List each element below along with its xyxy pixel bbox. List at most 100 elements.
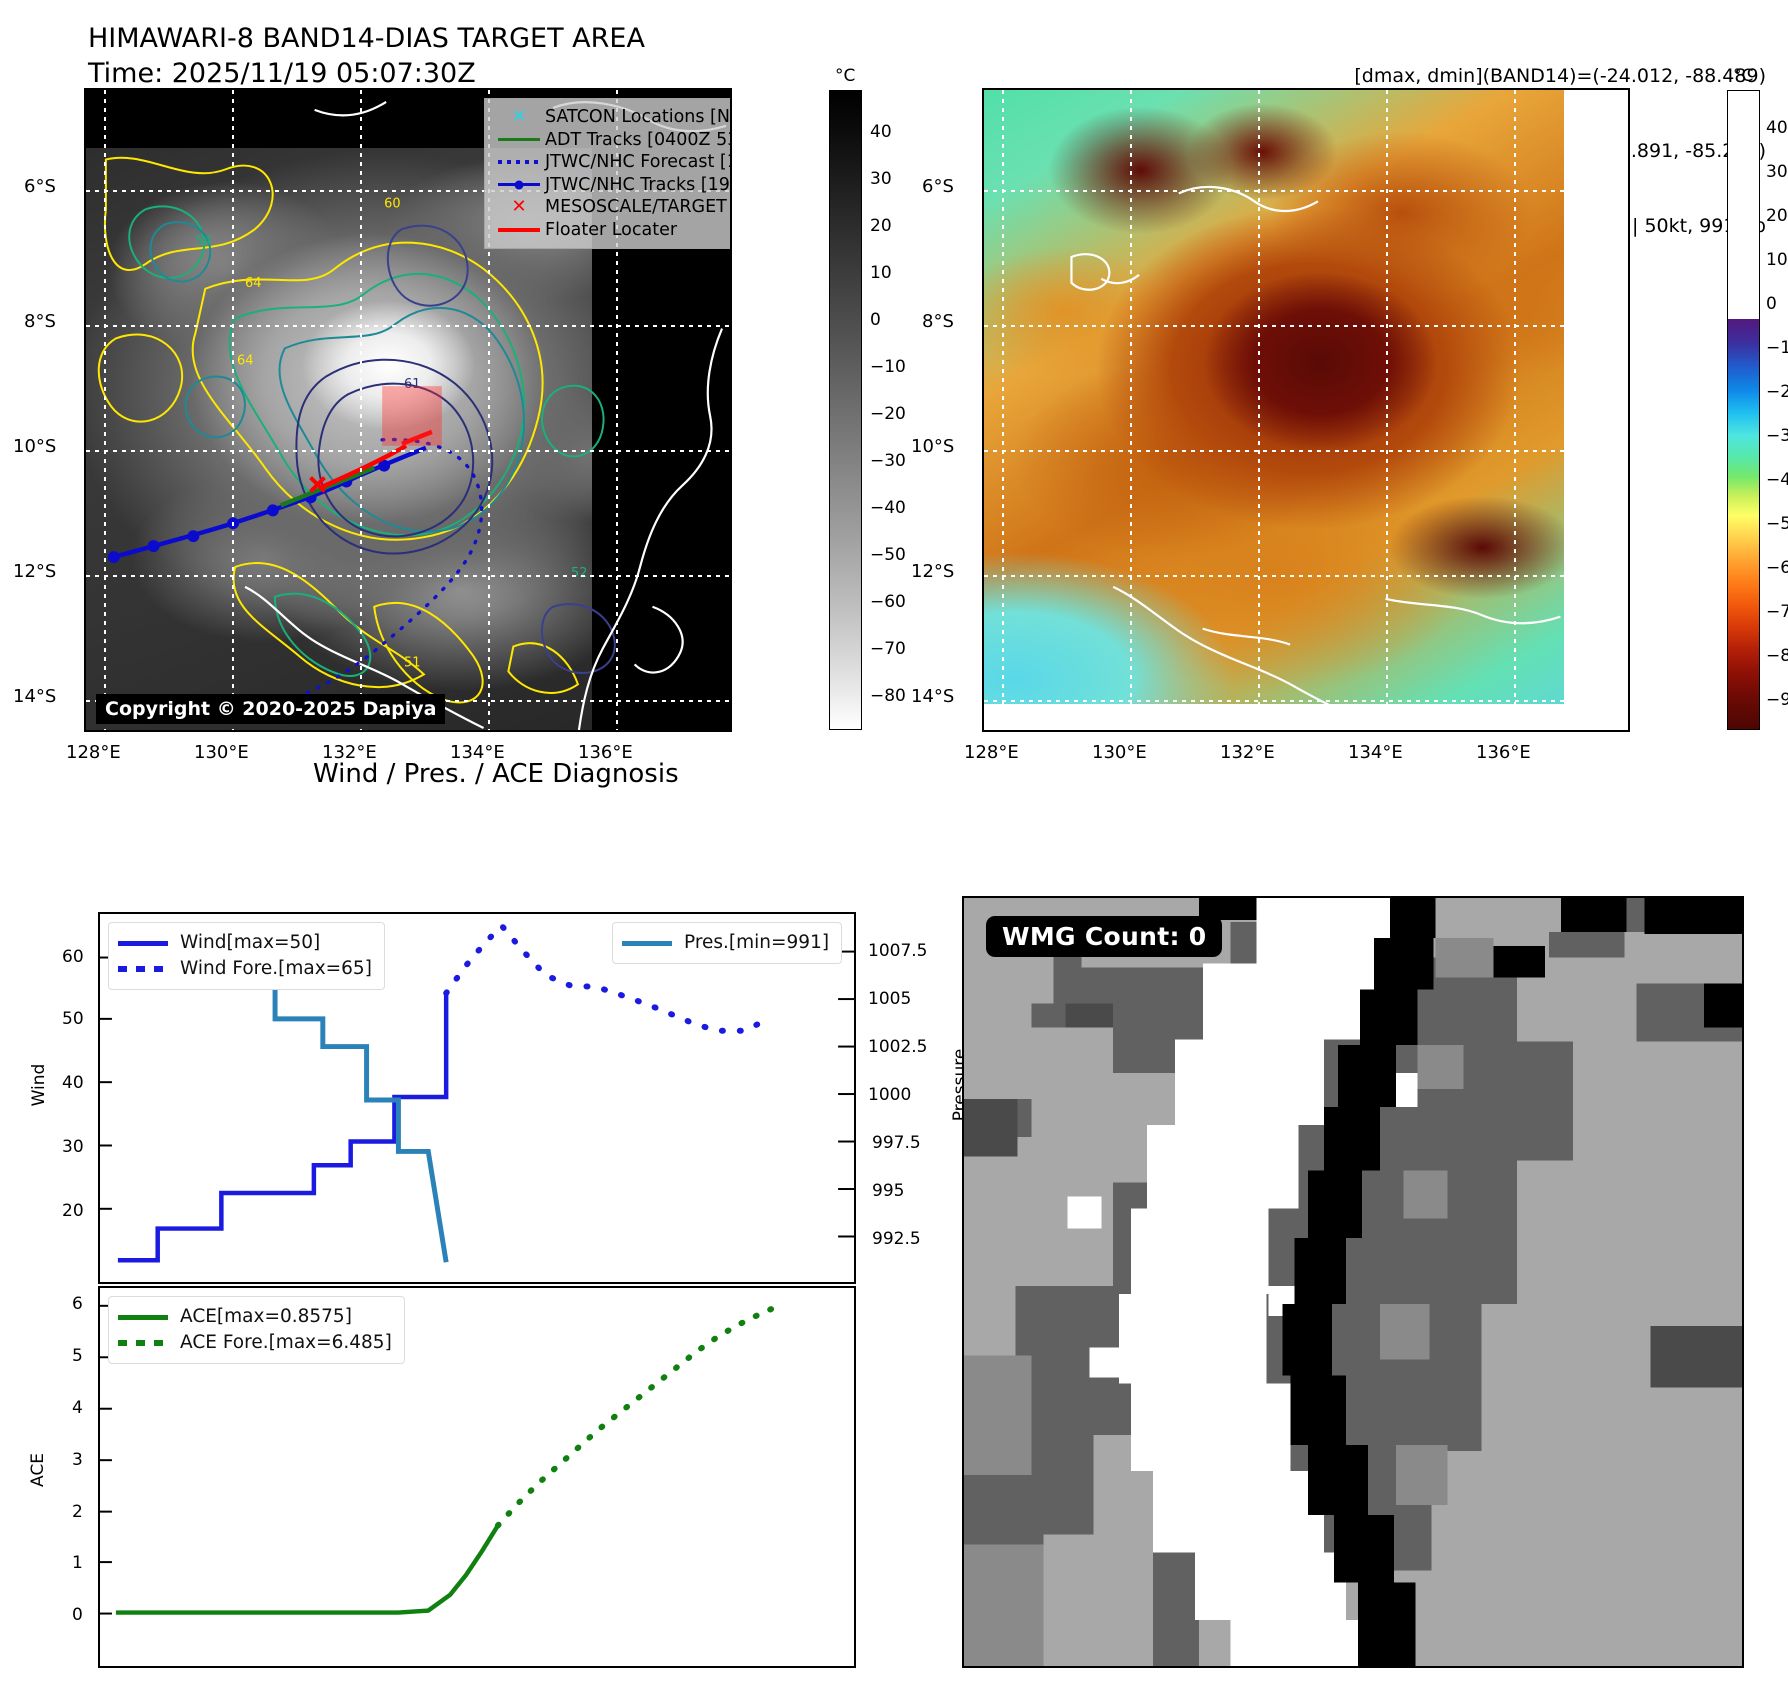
ir-lon-tick-130e: 130°E (194, 742, 249, 763)
awv-cb-tick-0: 0 (1766, 294, 1777, 314)
gridline-lat-12s (86, 575, 730, 577)
awv-nodata-right (1564, 90, 1628, 730)
awv-cb-tick-m90: −90 (1766, 690, 1788, 710)
awv-cb-tick-m50: −50 (1766, 514, 1788, 534)
awv-cb-tick-m30: −30 (1766, 426, 1788, 446)
wind-forecast-line (443, 921, 772, 1034)
awv-gridline-lon-134e (1386, 90, 1388, 730)
awv-lon-tick-134e: 134°E (1348, 742, 1403, 763)
mesoscale-target-marker (309, 476, 326, 493)
awv-lat-tick-10s: 10°S (911, 436, 955, 457)
legend-item-forecast: JTWC/NHC Forecast [19/0000Z] (493, 151, 730, 174)
awv-gridline-lon-136e (1514, 90, 1516, 730)
dotted-line-green-icon (118, 1340, 180, 1346)
legend-item-floater: Floater Locater (493, 219, 730, 242)
awv-cb-tick-m80: −80 (1766, 646, 1788, 666)
ir-cb-tick-10: 10 (870, 263, 892, 283)
awv-lon-tick-136e: 136°E (1476, 742, 1531, 763)
awv-lat-tick-14s: 14°S (911, 686, 955, 707)
legend-label-satcon: SATCON Locations [NONE] (545, 107, 730, 127)
legend-label-wind-forecast: Wind Fore.[max=65] (180, 958, 372, 979)
legend-item-tracks: JTWC/NHC Tracks [19/0000Z] (493, 174, 730, 197)
awv-satellite-map[interactable] (982, 88, 1630, 732)
ace-chart-legend: ACE[max=0.8575] ACE Fore.[max=6.485] (108, 1296, 405, 1364)
gridline-lat-6s (86, 190, 730, 192)
wmg-canvas: WMG Count: 0 (964, 898, 1742, 1666)
svg-text:52: 52 (571, 566, 587, 581)
wind-chart-legend-left: Wind[max=50] Wind Fore.[max=65] (108, 922, 385, 990)
legend-item-satcon: ✕ SATCON Locations [NONE] (493, 106, 730, 129)
ace-ytick-4: 4 (72, 1398, 83, 1418)
awv-lat-tick-12s: 12°S (911, 561, 955, 582)
wind-ytick-30: 30 (62, 1137, 84, 1157)
ir-lon-tick-128e: 128°E (66, 742, 121, 763)
awv-cb-tick-20: 20 (1766, 206, 1788, 226)
legend-item-wind: Wind[max=50] (118, 930, 372, 956)
awv-cb-tick-m70: −70 (1766, 602, 1788, 622)
legend-item-mesoscale: ✕ MESOSCALE/TARGET Location (493, 196, 730, 219)
wind-observed-line (117, 993, 449, 1263)
ace-observed-line (115, 1524, 500, 1615)
svg-text:54: 54 (195, 234, 211, 249)
wmg-panel[interactable]: WMG Count: 0 (962, 896, 1744, 1668)
ir-cb-tick-m60: −60 (870, 592, 906, 612)
copyright-notice: Copyright © 2020-2025 Dapiya (96, 694, 446, 724)
svg-text:60: 60 (384, 196, 400, 211)
wind-ytick-40: 40 (62, 1073, 84, 1093)
ace-ytick-1: 1 (72, 1553, 83, 1573)
awv-colorbar-unit: °C (1733, 66, 1754, 86)
legend-item-adt: ADT Tracks [0400Z 53.0 993.7] (493, 129, 730, 152)
wmg-count-badge: WMG Count: 0 (986, 916, 1223, 957)
solid-line-green-icon (493, 138, 545, 142)
solid-line-green-icon (118, 1314, 180, 1320)
ir-cb-tick-m30: −30 (870, 451, 906, 471)
svg-text:64: 64 (245, 276, 261, 291)
awv-gridline-lat-12s (984, 575, 1628, 577)
ir-satellite-map[interactable]: 54 64 60 61 64 52 51 64 (84, 88, 732, 732)
floater-locater-line (319, 443, 408, 490)
awv-gridline-lat-14s (984, 700, 1628, 702)
awv-coastline-overlay (1070, 185, 1561, 730)
legend-label-pressure: Pres.[min=991] (684, 932, 830, 953)
ir-cb-tick-40: 40 (870, 122, 892, 142)
awv-cb-tick-m20: −20 (1766, 382, 1788, 402)
ace-plot (100, 1302, 782, 1615)
svg-text:64: 64 (237, 353, 253, 368)
gridline-lat-10s (86, 450, 730, 452)
gridline-lat-8s (86, 325, 730, 327)
awv-gridline-lon-128e (1002, 90, 1004, 730)
ir-lat-tick-12s: 12°S (13, 561, 57, 582)
awv-colorbar (1727, 90, 1760, 730)
ace-ytick-3: 3 (72, 1450, 83, 1470)
awv-gridline-lat-6s (984, 190, 1628, 192)
awv-clear-air-region (984, 520, 1284, 708)
pres-ytick-1002-5: 1002.5 (868, 1037, 928, 1057)
legend-item-ace: ACE[max=0.8575] (118, 1304, 392, 1330)
awv-lon-tick-130e: 130°E (1092, 742, 1147, 763)
ace-ytick-6: 6 (72, 1294, 83, 1314)
ir-cb-tick-20: 20 (870, 216, 892, 236)
gridline-lon-132e (360, 90, 362, 730)
svg-text:61: 61 (404, 377, 420, 392)
legend-label-mesoscale: MESOSCALE/TARGET Location (545, 197, 730, 217)
ace-axis-label: ACE (28, 1453, 48, 1487)
ir-lat-tick-10s: 10°S (13, 436, 57, 457)
legend-label-tracks: JTWC/NHC Tracks [19/0000Z] (545, 174, 730, 195)
x-marker-red-icon: ✕ (511, 196, 527, 218)
gridline-lon-130e (232, 90, 234, 730)
legend-item-wind-forecast: Wind Fore.[max=65] (118, 956, 372, 982)
ir-cb-tick-m40: −40 (870, 498, 906, 518)
awv-map-canvas (984, 90, 1628, 730)
wind-ytick-20: 20 (62, 1201, 84, 1221)
pres-ytick-1000-0: 1000 (868, 1085, 912, 1105)
ir-cb-tick-m80: −80 (870, 686, 906, 706)
awv-gridline-lat-8s (984, 325, 1628, 327)
legend-label-adt: ADT Tracks [0400Z 53.0 993.7] (545, 129, 730, 150)
wind-pressure-plot (100, 921, 854, 1263)
ir-contour-overlay: 54 64 60 61 64 52 51 64 (97, 101, 727, 730)
awv-gridline-lon-132e (1258, 90, 1260, 730)
dmax-band14-text: [dmax, dmin](BAND14)=(-24.012, -88.489) (1354, 65, 1766, 87)
dotted-line-blue-icon (493, 160, 545, 165)
track-line-blue-icon (493, 183, 545, 187)
ir-colorbar-unit: °C (835, 66, 856, 86)
